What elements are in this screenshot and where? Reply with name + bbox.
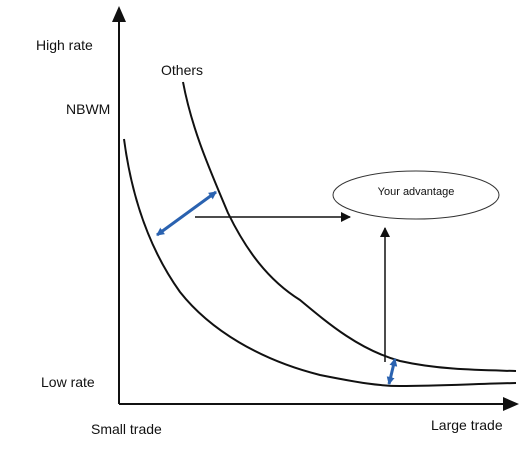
y-axis-high-label: High rate <box>36 37 93 53</box>
x-axis-arrow-icon <box>503 397 519 411</box>
curve-yours <box>123 138 517 388</box>
y-axis-low-label: Low rate <box>41 374 95 390</box>
curve-others-label: Others <box>161 62 204 78</box>
gap-arrow-small-trade <box>156 190 217 237</box>
y-axis-arrow-icon <box>112 6 126 22</box>
x-axis-small-label: Small trade <box>91 421 162 437</box>
advantage-ellipse <box>332 170 500 220</box>
y-axis-nbwm-label: NBWM <box>66 101 111 117</box>
advantage-label: Your advantage <box>377 186 455 198</box>
curve-others <box>182 81 517 372</box>
gap-arrow-large-trade <box>386 358 398 385</box>
x-axis-large-label: Large trade <box>431 417 503 433</box>
